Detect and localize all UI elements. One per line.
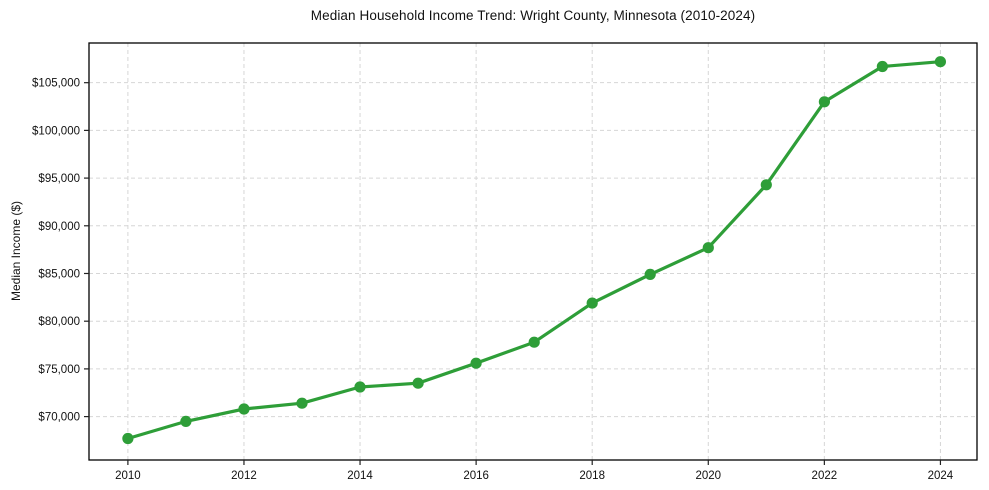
x-tick-label: 2010 <box>115 470 141 482</box>
plot-frame <box>88 42 978 461</box>
x-tick-label: 2018 <box>579 470 605 482</box>
income-trend-line <box>126 60 943 441</box>
data-point-marker <box>296 397 308 409</box>
data-point-marker <box>876 60 889 73</box>
data-point-marker <box>702 242 714 254</box>
data-point-marker <box>180 415 192 427</box>
x-tick-label: 2020 <box>695 470 721 482</box>
x-tick-label: 2022 <box>812 470 838 482</box>
x-tick-label: 2016 <box>463 470 489 482</box>
data-point-marker <box>238 403 250 415</box>
data-point-marker <box>586 297 598 309</box>
data-point-marker <box>470 357 482 369</box>
y-tick-label: $75,000 <box>38 364 80 376</box>
x-tick-label: 2014 <box>347 470 373 482</box>
data-point-marker <box>528 336 540 348</box>
y-tick-label: $95,000 <box>38 173 80 185</box>
x-tick-label: 2024 <box>928 470 954 482</box>
data-point-marker <box>644 268 656 280</box>
data-point-marker <box>818 96 831 108</box>
y-tick-label: $105,000 <box>32 78 80 90</box>
data-point-marker <box>760 179 772 191</box>
data-point-marker <box>122 432 134 445</box>
data-point-marker <box>412 377 424 389</box>
data-point-marker <box>934 56 947 68</box>
y-tick-label: $70,000 <box>38 412 80 424</box>
y-tick-label: $85,000 <box>38 268 80 280</box>
data-point-marker <box>354 381 366 393</box>
y-tick-label: $90,000 <box>38 221 80 233</box>
chart-title: Median Household Income Trend: Wright Co… <box>310 8 756 23</box>
x-tick-label: 2012 <box>231 470 257 482</box>
y-tick-label: $100,000 <box>32 125 80 137</box>
y-tick-label: $80,000 <box>38 316 80 328</box>
